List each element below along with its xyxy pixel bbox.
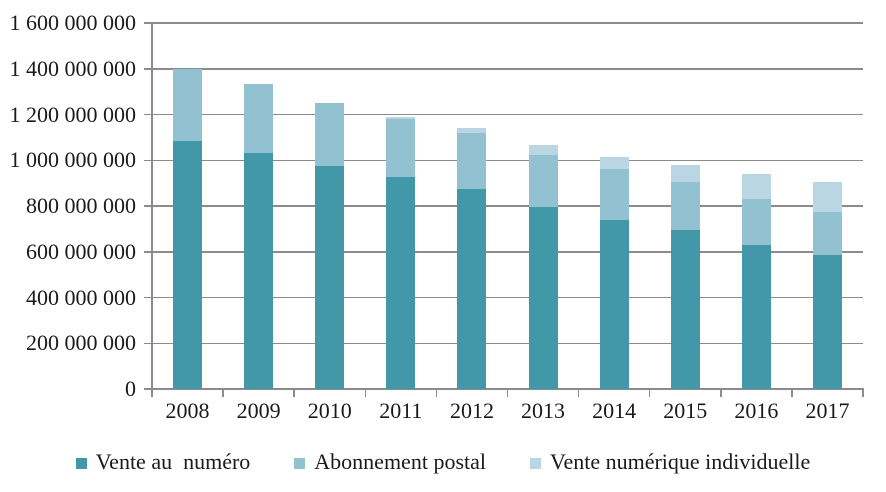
bar-segment-abonnement-postal xyxy=(173,68,203,141)
gridline xyxy=(152,113,863,116)
bar-segment-vente-au-numéro xyxy=(599,219,629,389)
bar-segment-vente-au-numéro xyxy=(528,207,558,389)
x-axis-label: 2014 xyxy=(592,398,637,423)
bar-segment-vente-numérique-individuelle xyxy=(599,156,629,170)
y-axis-label: 800 000 000 xyxy=(26,193,136,218)
gridline xyxy=(152,68,863,70)
bar-segment-abonnement-postal xyxy=(599,169,629,220)
legend-swatch xyxy=(530,457,541,469)
x-axis-label: 2011 xyxy=(379,398,423,423)
y-axis-label: 1 200 000 000 xyxy=(9,101,137,127)
x-axis-tick xyxy=(151,389,153,397)
bar-segment-vente-numérique-individuelle xyxy=(386,116,416,120)
y-axis-label: 1 600 000 000 xyxy=(9,10,137,35)
x-axis-tick xyxy=(364,389,367,397)
x-axis-tick xyxy=(222,389,224,397)
x-axis-label: 2017 xyxy=(805,398,850,423)
bar-segment-vente-au-numéro xyxy=(173,140,203,389)
x-axis-tick xyxy=(862,389,864,397)
x-axis-tick xyxy=(293,389,295,397)
y-axis-tick xyxy=(144,113,153,116)
bar-segment-vente-au-numéro xyxy=(741,244,771,389)
bar-segment-abonnement-postal xyxy=(386,119,416,178)
gridline xyxy=(152,159,863,161)
y-axis-label: 1 400 000 000 xyxy=(9,55,137,81)
y-axis-tick xyxy=(144,205,153,207)
gridline xyxy=(152,251,863,253)
y-axis-tick xyxy=(144,296,153,299)
bar-segment-vente-au-numéro xyxy=(457,188,487,389)
y-axis-tick xyxy=(144,159,153,161)
bar-segment-vente-au-numéro xyxy=(386,177,416,389)
x-axis-label: 2008 xyxy=(165,398,210,423)
x-axis-tick xyxy=(506,389,509,397)
legend-label: Vente numérique individuelle xyxy=(550,449,811,474)
x-axis-tick xyxy=(577,389,580,397)
x-axis-tick xyxy=(791,389,793,397)
bar-segment-abonnement-postal xyxy=(741,199,771,245)
y-axis-label: 200 000 000 xyxy=(26,330,136,356)
y-axis-label: 400 000 000 xyxy=(26,284,136,310)
bar-segment-vente-au-numéro xyxy=(244,153,274,389)
x-axis-label: 2016 xyxy=(734,398,779,423)
bar-segment-abonnement-postal xyxy=(670,181,700,230)
gridline xyxy=(152,296,863,299)
bar-segment-abonnement-postal xyxy=(812,211,842,256)
bar-segment-vente-au-numéro xyxy=(670,230,700,389)
x-axis-label: 2015 xyxy=(663,398,708,423)
y-axis-label: 0 xyxy=(125,376,136,401)
legend-item: Vente numérique individuelle xyxy=(530,449,810,475)
gridline xyxy=(152,342,863,344)
bar-segment-abonnement-postal xyxy=(244,83,274,154)
legend-swatch xyxy=(75,457,87,469)
y-axis-tick xyxy=(144,251,153,253)
x-axis-label: 2012 xyxy=(449,398,494,423)
bar-segment-abonnement-postal xyxy=(315,103,345,166)
bar-segment-abonnement-postal xyxy=(528,154,558,208)
y-axis-tick xyxy=(144,68,153,70)
legend-swatch xyxy=(294,457,306,469)
legend-item: Vente au numéro xyxy=(75,449,251,475)
x-axis-tick xyxy=(435,389,438,397)
bar-segment-vente-au-numéro xyxy=(315,165,345,389)
gridline xyxy=(152,22,863,24)
gridline xyxy=(152,205,863,207)
legend-label: Abonnement postal xyxy=(314,449,486,474)
bar-segment-vente-numérique-individuelle xyxy=(741,173,771,200)
x-axis-label: 2009 xyxy=(236,398,281,423)
legend: Vente au numéro Abonnement postal Vente nu… xyxy=(0,449,886,475)
x-axis-label: 2013 xyxy=(521,398,566,423)
y-axis-label: 1 000 000 000 xyxy=(9,147,137,173)
bar-segment-vente-numérique-individuelle xyxy=(528,145,558,155)
bar-segment-vente-numérique-individuelle xyxy=(812,181,842,212)
x-axis-label: 2010 xyxy=(307,398,352,423)
bar-segment-vente-au-numéro xyxy=(812,255,842,389)
legend-label: Vente au numéro xyxy=(95,449,251,474)
y-axis-label: 600 000 000 xyxy=(26,238,136,264)
bar-segment-vente-numérique-individuelle xyxy=(670,164,700,182)
y-axis-tick xyxy=(144,22,153,24)
bar-segment-abonnement-postal xyxy=(457,132,487,189)
x-axis-tick xyxy=(720,389,722,397)
legend-item: Abonnement postal xyxy=(294,449,486,475)
x-axis-tick xyxy=(648,389,651,397)
bar-segment-vente-numérique-individuelle xyxy=(457,128,487,133)
y-axis-line xyxy=(151,23,153,389)
y-axis-tick xyxy=(144,388,153,390)
y-axis-tick xyxy=(144,342,153,344)
